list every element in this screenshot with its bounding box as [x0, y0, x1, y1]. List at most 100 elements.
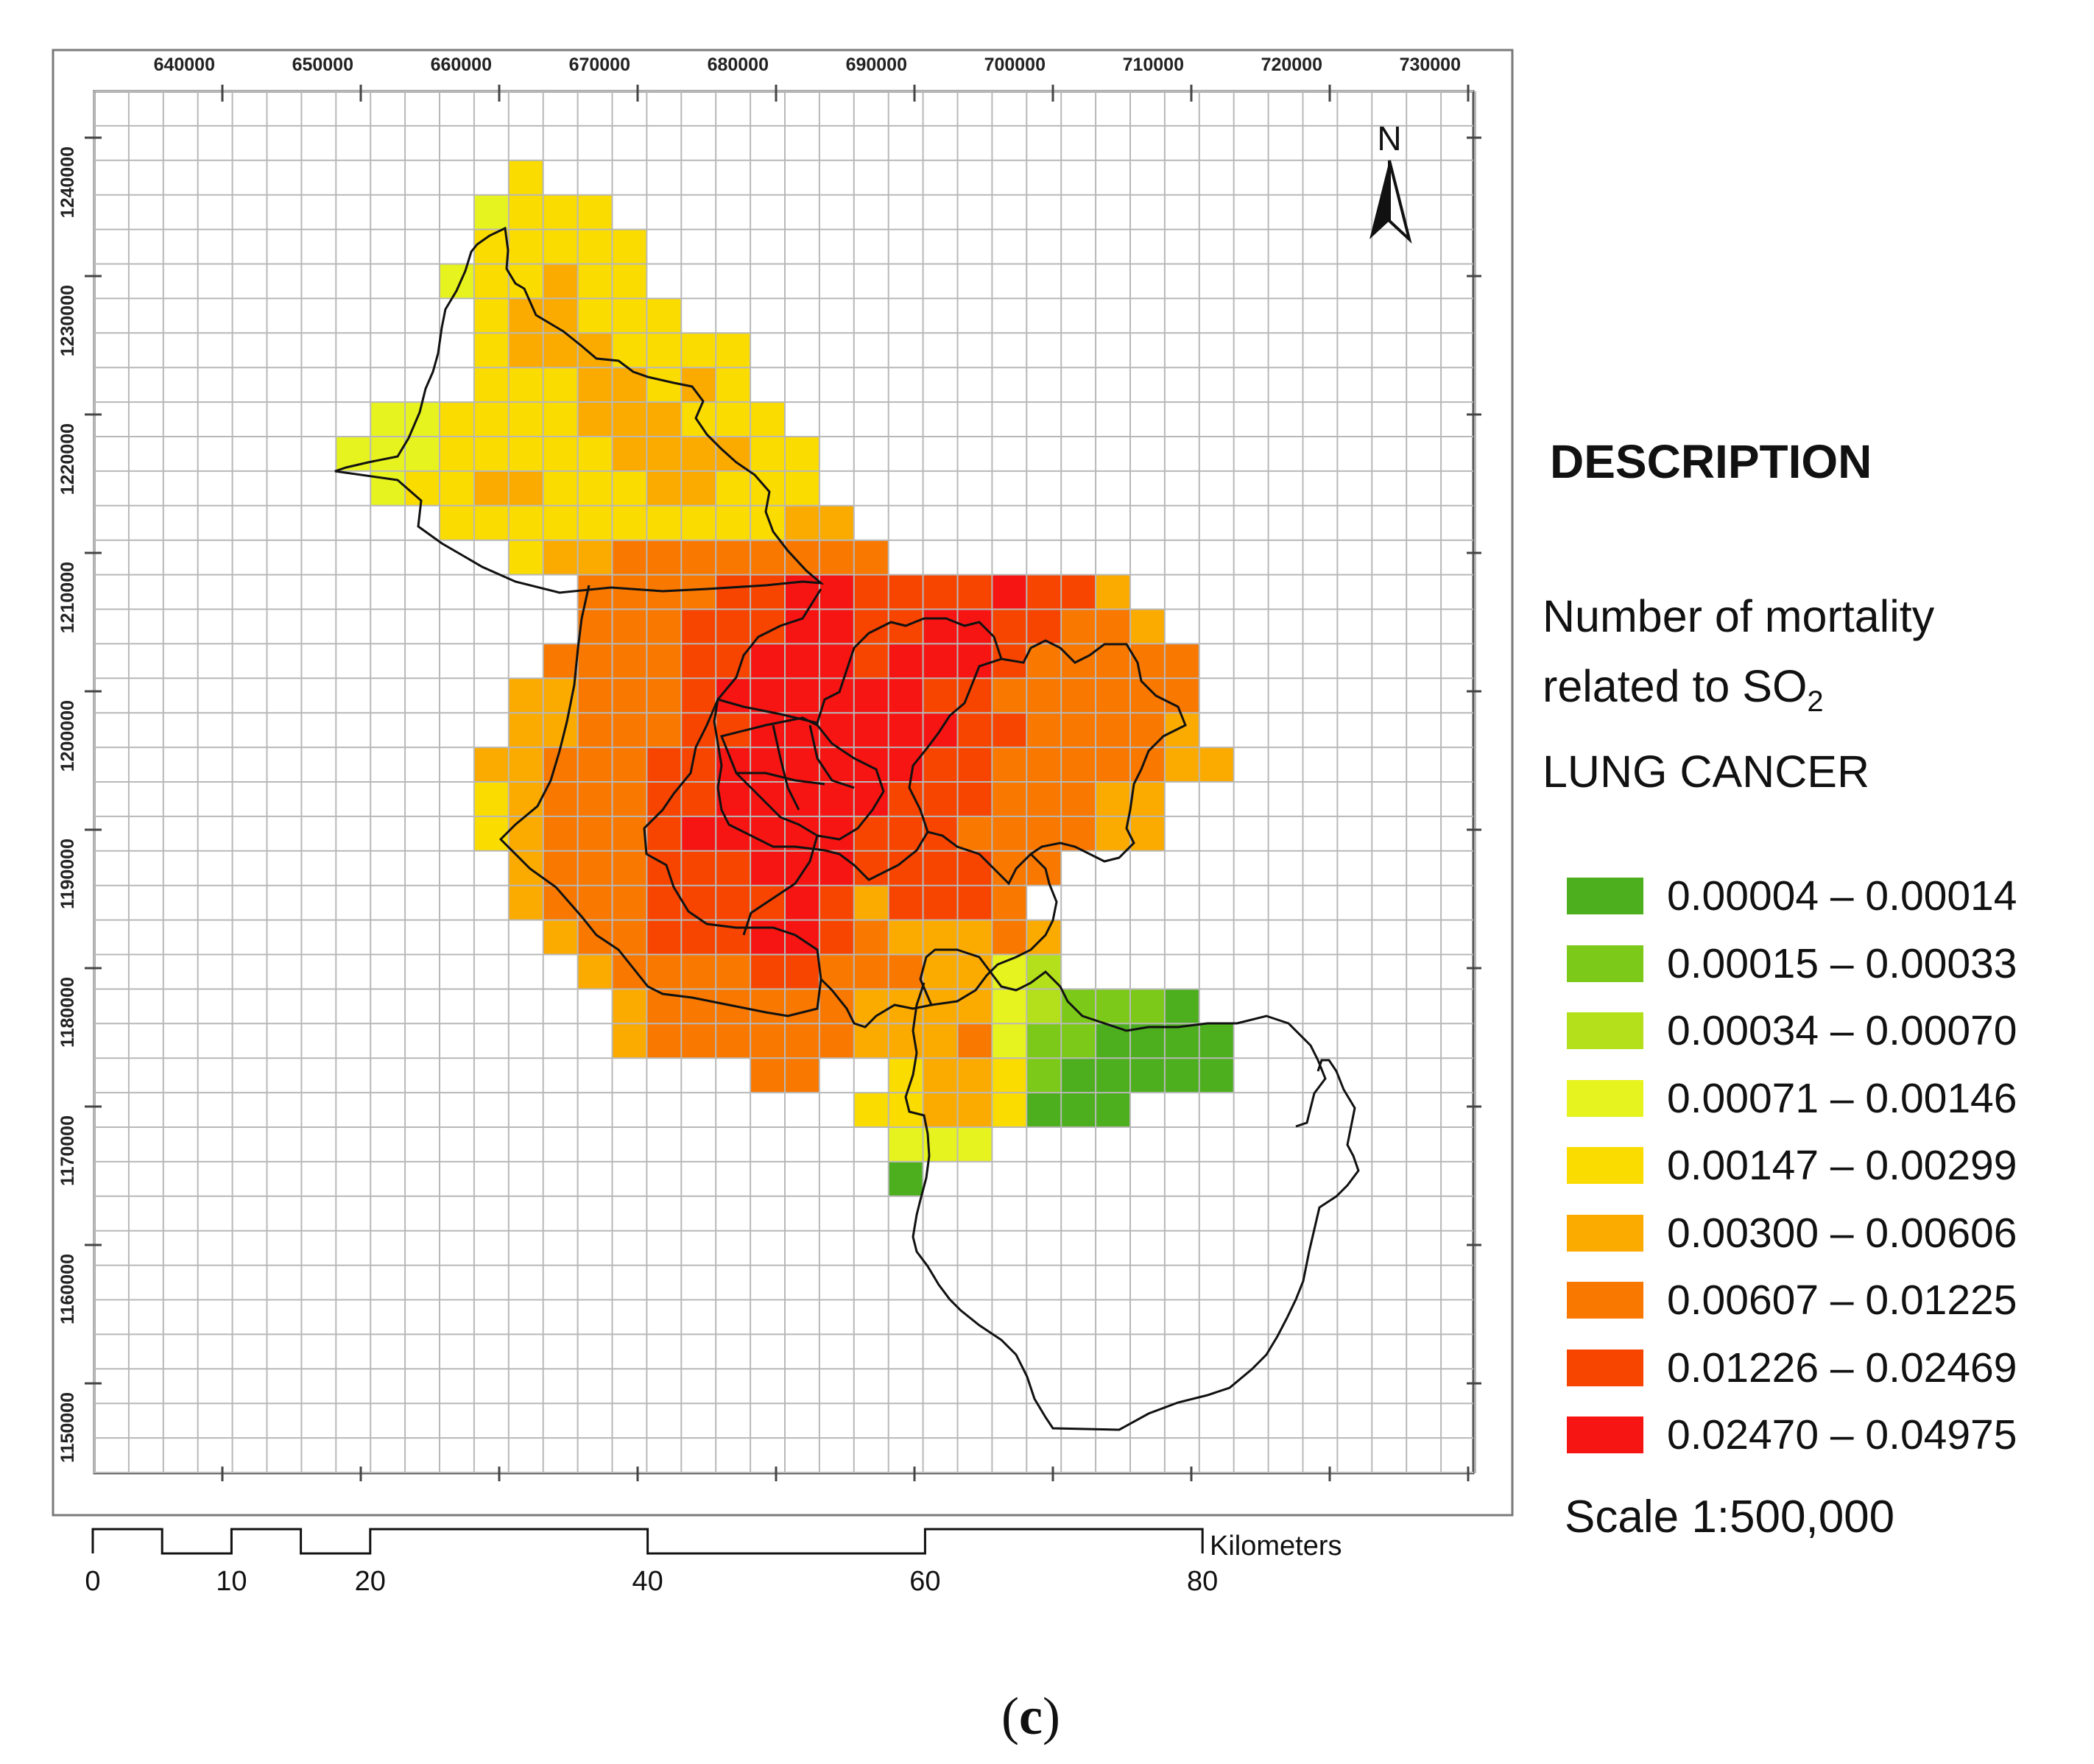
- legend-item: 0.01226 – 0.02469: [1567, 1344, 2017, 1391]
- grid-cell: [785, 782, 820, 817]
- grid-cell: [543, 850, 579, 886]
- grid-cell: [577, 885, 613, 921]
- grid-cell: [612, 885, 647, 921]
- grid-cell: [1130, 678, 1166, 713]
- grid-cell: [681, 470, 716, 507]
- x-axis-label: 730000: [1400, 54, 1461, 75]
- grid-cell: [750, 954, 786, 989]
- y-axis-label: 1170000: [57, 1115, 78, 1186]
- grid-cell: [543, 367, 579, 403]
- grid-cell: [853, 850, 889, 886]
- grid-cell: [577, 298, 613, 334]
- grid-cell: [750, 816, 786, 852]
- grid-cell: [473, 298, 510, 334]
- grid-cell: [473, 333, 510, 368]
- legend-item: 0.00300 – 0.00606: [1567, 1210, 2017, 1257]
- legend-heading: DESCRIPTION: [1550, 435, 1872, 488]
- grid-cell: [888, 1161, 924, 1197]
- grid-cell: [646, 298, 682, 334]
- grid-cell: [1061, 574, 1096, 610]
- grid-cell: [646, 1023, 682, 1059]
- caption-open-paren: (: [1001, 1687, 1019, 1746]
- x-axis-label: 650000: [292, 54, 353, 75]
- grid-cell: [819, 782, 855, 817]
- grid-cell: [1026, 747, 1062, 783]
- grid-cell: [1026, 574, 1062, 610]
- grid-cell: [785, 540, 820, 576]
- grid-cell: [716, 609, 751, 644]
- grid-cell: [577, 643, 613, 679]
- grid-cell: [612, 540, 647, 576]
- grid-cell: [785, 920, 820, 955]
- grid-cell: [1096, 1093, 1131, 1128]
- grid-cell: [888, 713, 924, 748]
- grid-cell: [853, 954, 889, 989]
- grid-cell: [785, 747, 820, 783]
- scalebar-unit: Kilometers: [1210, 1531, 1342, 1562]
- grid-cell: [1130, 1058, 1166, 1093]
- x-axis-label: 690000: [846, 54, 907, 75]
- grid-cell: [957, 574, 993, 610]
- boundary-northwest-district: [334, 226, 825, 594]
- grid-cell: [957, 1023, 993, 1059]
- legend-item: 0.00034 – 0.00070: [1567, 1007, 2017, 1054]
- boundary-east-district: [927, 639, 1187, 886]
- grid-cell: [1164, 1023, 1200, 1059]
- grid-cell: [957, 643, 993, 679]
- grid-cell: [440, 505, 475, 541]
- grid-cell: [750, 1058, 786, 1093]
- grid-cell: [853, 747, 889, 783]
- grid-cell: [612, 850, 647, 886]
- grid-cell: [750, 713, 786, 748]
- grid-cell: [923, 609, 958, 644]
- grid-cell: [853, 885, 889, 921]
- grid-cell: [612, 713, 647, 748]
- grid-cell: [681, 920, 716, 955]
- grid-cell: [681, 333, 716, 368]
- grid-cell: [819, 885, 855, 921]
- grid-cell: [785, 989, 820, 1024]
- grid-cell: [853, 1093, 889, 1128]
- boundary-west-district: [498, 585, 822, 1017]
- caption-close-paren: ): [1042, 1687, 1060, 1746]
- grid-cell: [750, 989, 786, 1024]
- grid-cell: [1026, 1023, 1062, 1059]
- description-line2-subscript: 2: [1807, 685, 1824, 719]
- grid-cell: [612, 437, 647, 472]
- grid-cell: [508, 194, 544, 230]
- grid-cell: [853, 713, 889, 748]
- grid-cell: [1026, 1093, 1062, 1128]
- grid-cell: [577, 954, 613, 989]
- grid-cell: [577, 402, 613, 437]
- grid-cell: [577, 540, 613, 576]
- grid-cell: [750, 402, 786, 437]
- grid-cell: [508, 885, 544, 921]
- grid-cell: [923, 574, 958, 610]
- grid-cell: [923, 643, 958, 679]
- grid-cell: [612, 264, 647, 299]
- scalebar-tick-label: 40: [632, 1566, 663, 1597]
- grid-lines: [94, 91, 1476, 1473]
- grid-cell: [1061, 713, 1096, 748]
- grid-cell: [992, 920, 1027, 955]
- grid-cell: [440, 437, 475, 472]
- description-line2-prefix: related to SO: [1543, 661, 1808, 711]
- grid-cell: [957, 713, 993, 748]
- grid-cell: [1130, 989, 1166, 1024]
- x-axis-label: 720000: [1261, 54, 1322, 75]
- grid-cell: [1130, 609, 1166, 644]
- grid-cell: [646, 747, 682, 783]
- grid-cell: [473, 402, 510, 437]
- grid-cell: [473, 194, 510, 230]
- y-axis-label: 1240000: [57, 147, 78, 218]
- grid-cell: [473, 264, 510, 299]
- grid-cell: [1096, 574, 1131, 610]
- grid-cell: [646, 367, 682, 403]
- grid-cell: [508, 782, 544, 817]
- grid-cell: [819, 505, 855, 541]
- grid-cell: [785, 437, 820, 472]
- grid-cell: [923, 954, 958, 989]
- x-axis-label: 710000: [1123, 54, 1184, 75]
- grid-cell: [543, 505, 579, 541]
- grid-cell: [543, 816, 579, 852]
